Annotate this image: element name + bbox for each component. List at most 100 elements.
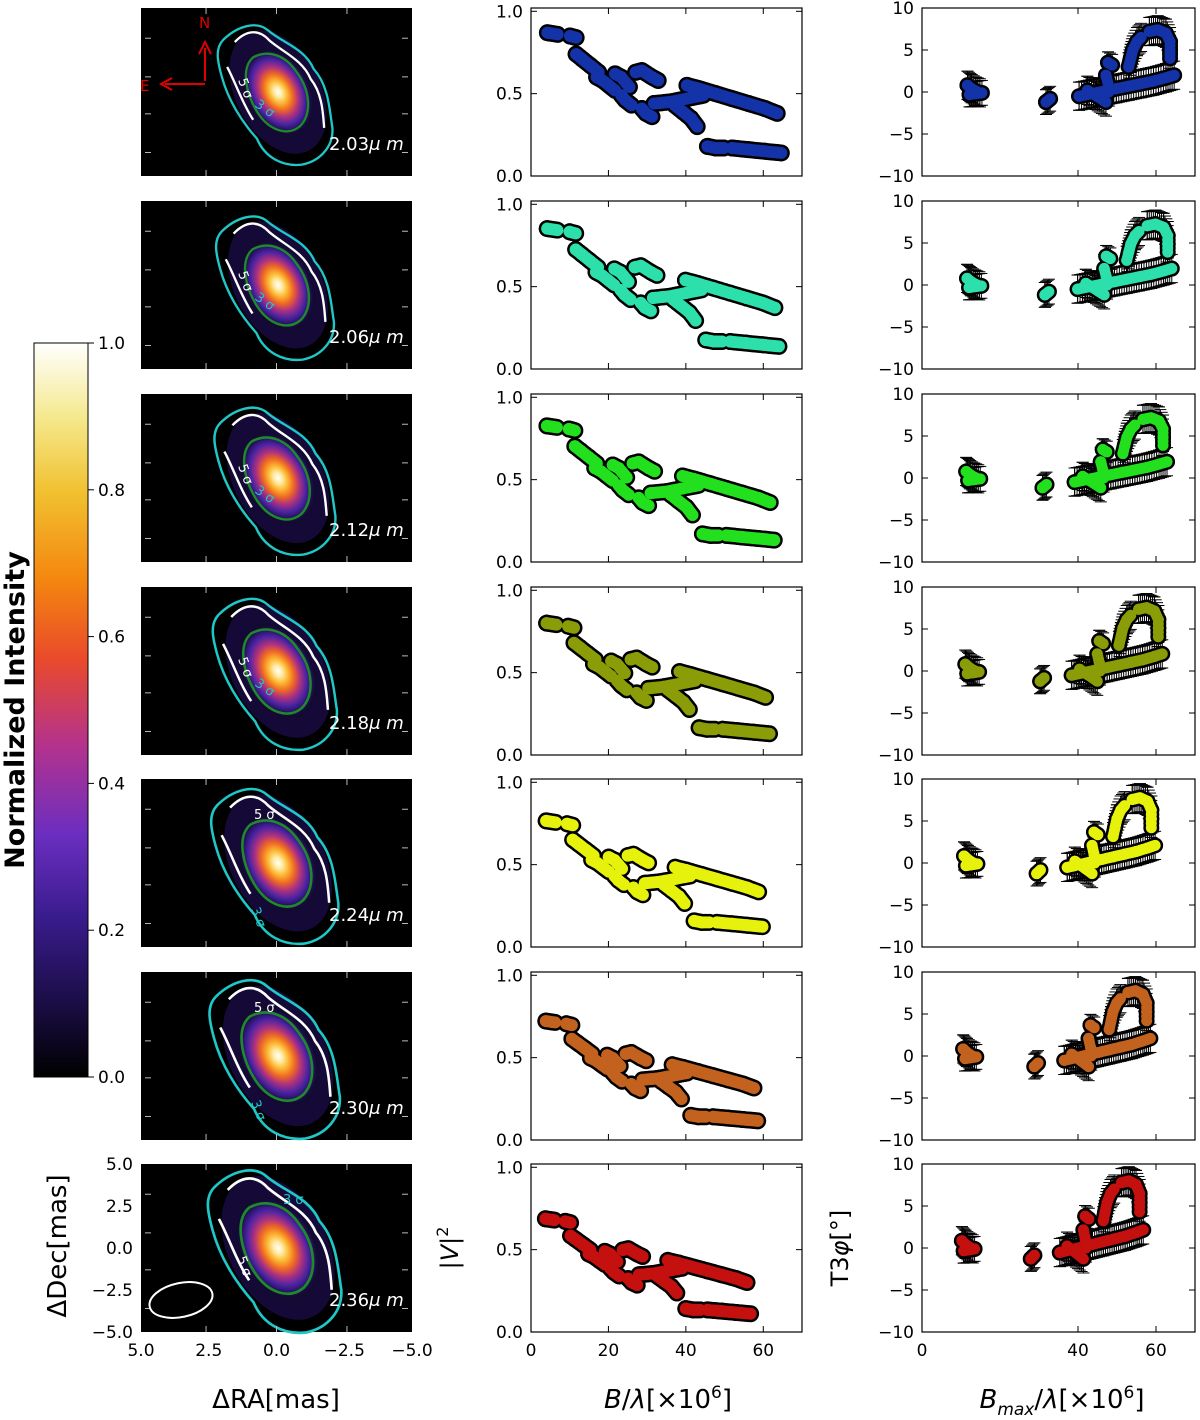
vis-point: [620, 471, 633, 484]
visibility-panel: 0.0 0.5 1.0: [496, 773, 803, 958]
cp-ytick-label: 10: [892, 192, 914, 212]
cp-point: [1168, 69, 1180, 81]
vis-point: [646, 661, 659, 674]
vis-ytick-label: 0.5: [496, 1241, 523, 1261]
vis-point: [566, 819, 579, 832]
vis-ytick-label: 1.0: [496, 2, 523, 22]
vis-point: [771, 107, 784, 120]
contour-label-5sigma: 5 σ: [254, 1001, 275, 1016]
vis-point: [741, 1276, 754, 1289]
cp-ytick-label: −10: [878, 167, 914, 187]
visibility-panel: 0.0 0.5 1.0: [496, 2, 803, 187]
vis-ytick-label: 1.0: [496, 388, 523, 408]
vis-points: [540, 419, 781, 547]
contour-3sigma: [208, 978, 342, 1141]
vis-point: [568, 621, 581, 634]
image-xtick-label: 2.5: [195, 1341, 222, 1361]
vis-point: [565, 1019, 578, 1032]
contour-label-3sigma: 3 σ: [247, 1098, 268, 1123]
cp-ytick-label: 10: [892, 0, 914, 19]
vis-point: [752, 885, 765, 898]
cp-ytick-label: −5: [889, 125, 914, 145]
vis-point: [625, 99, 638, 112]
vis-point: [678, 897, 691, 910]
vis-point: [772, 340, 785, 353]
vis-point: [624, 293, 637, 306]
vis-point: [631, 1279, 644, 1292]
vis-point: [648, 465, 661, 478]
contour-label-5sigma: 5 σ: [234, 462, 255, 487]
contour-green: [243, 244, 311, 327]
cp-ytick-label: 0: [903, 276, 914, 296]
vis-ytick-label: 0.5: [496, 664, 523, 684]
vis-point: [570, 31, 583, 44]
vis-ytick-label: 0.5: [496, 856, 523, 876]
vis-point: [651, 269, 664, 282]
vis-point: [622, 488, 635, 501]
contour-label-5sigma: 5 σ: [233, 1254, 254, 1279]
vis-point: [551, 224, 564, 237]
cp-ytick-label: 0: [903, 83, 914, 103]
vis-ytick-label: 0.0: [496, 167, 523, 187]
contour-green: [239, 1202, 315, 1296]
vis-xtick-label: 40: [675, 1341, 697, 1361]
image-xtick-label: −2.5: [324, 1341, 365, 1361]
contour-3sigma: [216, 24, 334, 167]
cp-ytick-label: 10: [892, 385, 914, 405]
contour-label-5sigma: 5 σ: [234, 269, 255, 294]
contour-label-5sigma: 5 σ: [254, 808, 275, 823]
contour-3sigma: [214, 215, 336, 362]
vis-point: [764, 496, 777, 509]
vis-point: [549, 816, 562, 829]
image-panel: 3 σ5 σ2.36μ m5.0 2.5 0.0 −2.5 −5.05.02.50.0−…: [92, 1155, 433, 1361]
vis-point: [551, 28, 564, 41]
contour-label-5sigma: 5 σ: [234, 655, 255, 680]
closure-phase-column: −10−50510−10−50510−10−50510−10−50510−10−…: [878, 0, 1196, 1361]
image-panel: 5 σ3 σ2.06μ m: [141, 201, 412, 369]
contour-green: [243, 436, 311, 521]
vis-point: [768, 301, 781, 314]
image-xtick-label: 5.0: [127, 1341, 154, 1361]
vis-ytick-label: 0.0: [496, 553, 523, 573]
cp-ytick-label: −5: [889, 511, 914, 531]
vis-ytick-label: 1.0: [496, 773, 523, 793]
vis-ytick-label: 0.5: [496, 85, 523, 105]
cp-ytick-label: 5: [903, 234, 914, 254]
cp-ytick-label: 0: [903, 469, 914, 489]
beam-ellipse: [148, 1281, 214, 1319]
vis-point: [623, 81, 636, 94]
vis-point: [759, 691, 772, 704]
vis-point: [642, 856, 655, 869]
image-ytick-label: −2.5: [92, 1281, 133, 1301]
vis-point: [744, 1307, 757, 1320]
wavelength-label: 2.30μ m: [329, 1098, 404, 1119]
vis-ytick-label: 0.0: [496, 1131, 523, 1151]
vis-ytick-label: 0.0: [496, 1323, 523, 1343]
image-ytick-label: 2.5: [106, 1197, 133, 1217]
contour-5sigma: [219, 986, 332, 1097]
cp-ytick-label: 5: [903, 41, 914, 61]
image-panel: 5 σ 3 σ 2.30μ m: [141, 972, 412, 1141]
vis-point: [636, 888, 649, 901]
compass-north-label: N: [199, 14, 210, 32]
cp-point: [1098, 289, 1110, 301]
vis-point: [675, 1092, 688, 1105]
cp-point: [1043, 286, 1055, 298]
vis-ytick-label: 0.0: [496, 938, 523, 958]
cp-point: [1106, 59, 1118, 71]
vis-point: [548, 1214, 561, 1227]
vis-ytick-label: 0.5: [496, 471, 523, 491]
visibility-column: 0.00.51.00.00.51.00.00.51.00.00.51.00.00…: [496, 2, 803, 1361]
vis-point: [622, 275, 635, 288]
wavelength-label: 2.18μ m: [329, 713, 404, 734]
vis-point: [670, 1286, 683, 1299]
image-panel: 5 σ3 σ2.18μ m: [141, 587, 412, 755]
vis-point: [683, 703, 696, 716]
vis-point: [756, 920, 769, 933]
vis-ytick-label: 0.0: [496, 360, 523, 380]
image-panel: 5 σ 3 σ 2.24μ m: [141, 779, 412, 947]
contour-label-3sigma: 3 σ: [283, 1193, 304, 1208]
visibility-panel: 0.0 0.5 1.0: [496, 581, 803, 766]
vis-point: [691, 120, 704, 133]
